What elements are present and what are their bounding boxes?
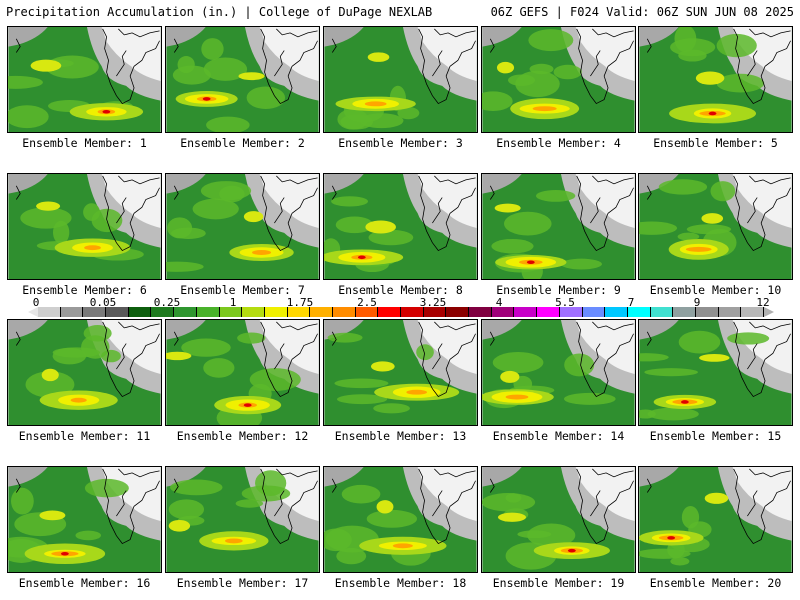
colorbar-tick-label: 9 <box>693 296 701 309</box>
colorbar-segment <box>695 307 719 317</box>
ensemble-member-label: Ensemble Member: 14 <box>492 429 625 443</box>
colorbar-segment <box>627 307 651 317</box>
colorbar-max-arrow <box>764 307 774 317</box>
ensemble-member-map <box>7 319 162 426</box>
ensemble-member-map <box>481 319 636 426</box>
map-title: Precipitation Accumulation (in.) | Colle… <box>6 5 433 19</box>
colorbar-tick-label: 1.75 <box>286 296 314 309</box>
colorbar-tick-label: 5.5 <box>555 296 575 309</box>
ensemble-member-label: Ensemble Member: 2 <box>180 136 305 150</box>
colorbar-segment <box>469 307 492 317</box>
ensemble-member-map <box>323 319 478 426</box>
ensemble-member-map <box>7 173 162 280</box>
ensemble-member-map <box>7 466 162 573</box>
ensemble-member-label: Ensemble Member: 12 <box>176 429 309 443</box>
ensemble-member-map <box>165 173 320 280</box>
colorbar-segment <box>718 307 742 317</box>
ensemble-member-label: Ensemble Member: 16 <box>18 576 151 590</box>
colorbar-tick-label: 0.05 <box>89 296 117 309</box>
ensemble-member-map <box>638 173 793 280</box>
colorbar-segment <box>491 307 515 317</box>
colorbar-segment <box>582 307 606 317</box>
ensemble-member-map <box>323 173 478 280</box>
colorbar-tick-label: 3.25 <box>419 296 447 309</box>
colorbar-segment <box>174 307 197 317</box>
ensemble-member-map <box>481 173 636 280</box>
ensemble-member-label: Ensemble Member: 13 <box>334 429 467 443</box>
colorbar-segment <box>310 307 333 317</box>
ensemble-member-label: Ensemble Member: 15 <box>649 429 782 443</box>
ensemble-member-map <box>165 466 320 573</box>
colorbar-min-arrow <box>28 307 38 317</box>
colorbar-segment <box>401 307 424 317</box>
colorbar-segment <box>219 307 243 317</box>
ensemble-member-label: Ensemble Member: 8 <box>338 283 463 297</box>
colorbar-segment <box>605 307 628 317</box>
ensemble-member-map <box>165 26 320 133</box>
colorbar-segment <box>673 307 696 317</box>
colorbar-segment <box>355 307 379 317</box>
ensemble-member-map <box>481 466 636 573</box>
ensemble-member-map <box>481 26 636 133</box>
model-valid-time: 06Z GEFS | F024 Valid: 06Z SUN JUN 08 20… <box>490 5 794 19</box>
colorbar-tick-label: 2.5 <box>357 296 377 309</box>
colorbar-segment <box>106 307 129 317</box>
colorbar-segment <box>196 307 220 317</box>
colorbar-tick-label: 12 <box>756 296 770 309</box>
ensemble-member-map <box>638 466 793 573</box>
ensemble-member-map <box>323 26 478 133</box>
ensemble-member-map <box>7 26 162 133</box>
ensemble-member-label: Ensemble Member: 19 <box>492 576 625 590</box>
ensemble-member-label: Ensemble Member: 4 <box>496 136 621 150</box>
ensemble-member-map <box>323 466 478 573</box>
ensemble-member-label: Ensemble Member: 9 <box>496 283 621 297</box>
ensemble-member-label: Ensemble Member: 3 <box>338 136 463 150</box>
ensemble-member-map <box>638 319 793 426</box>
colorbar-segment <box>128 307 152 317</box>
ensemble-member-label: Ensemble Member: 7 <box>180 283 305 297</box>
colorbar-segment <box>423 307 447 317</box>
colorbar-tick-label: 1 <box>229 296 237 309</box>
ensemble-member-label: Ensemble Member: 17 <box>176 576 309 590</box>
colorbar-segment <box>378 307 401 317</box>
colorbar-segment <box>446 307 470 317</box>
colorbar-segment <box>60 307 84 317</box>
colorbar-segment <box>242 307 265 317</box>
ensemble-member-label: Ensemble Member: 18 <box>334 576 467 590</box>
colorbar-segment <box>151 307 175 317</box>
colorbar-segment <box>332 307 356 317</box>
colorbar-segment <box>83 307 107 317</box>
precip-colorbar <box>38 307 764 317</box>
ensemble-member-label: Ensemble Member: 20 <box>649 576 782 590</box>
ensemble-member-map <box>638 26 793 133</box>
colorbar-tick-label: 4 <box>495 296 503 309</box>
ensemble-member-label: Ensemble Member: 10 <box>649 283 782 297</box>
colorbar-segment <box>537 307 560 317</box>
colorbar-tick-label: 0 <box>32 296 40 309</box>
colorbar-segment <box>287 307 311 317</box>
colorbar-segment <box>650 307 674 317</box>
colorbar-tick-label: 7 <box>627 296 635 309</box>
colorbar-segment <box>38 307 61 317</box>
ensemble-member-label: Ensemble Member: 5 <box>653 136 778 150</box>
colorbar-tick-label: 0.25 <box>153 296 181 309</box>
ensemble-member-label: Ensemble Member: 11 <box>18 429 151 443</box>
ensemble-member-map <box>165 319 320 426</box>
ensemble-member-label: Ensemble Member: 6 <box>22 283 147 297</box>
colorbar-segment <box>514 307 538 317</box>
colorbar-segment <box>264 307 288 317</box>
colorbar-segment <box>741 307 764 317</box>
ensemble-member-label: Ensemble Member: 1 <box>22 136 147 150</box>
colorbar-segment <box>559 307 583 317</box>
